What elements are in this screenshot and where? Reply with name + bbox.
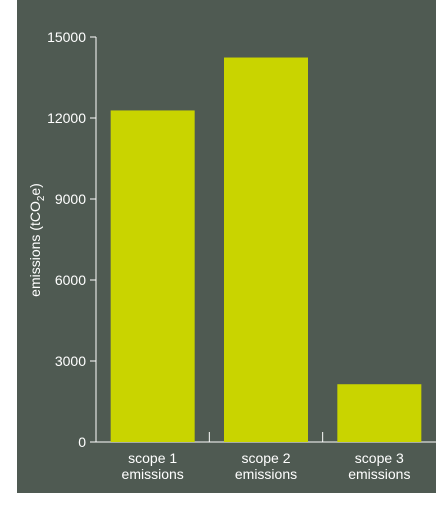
y-axis-title: emissions (tCO2e)	[27, 183, 47, 297]
y-tick-label: 12000	[47, 110, 86, 126]
x-tick-label: emissions	[235, 466, 297, 482]
y-tick-label: 6000	[55, 272, 86, 288]
bars	[110, 57, 422, 443]
x-tick-label: scope 2	[241, 450, 290, 466]
y-axis-title-subscript: 2	[36, 195, 47, 201]
bar-3	[337, 384, 422, 442]
x-tick-label: scope 3	[355, 450, 404, 466]
y-axis-title-suffix: e)	[27, 183, 43, 195]
x-tick-label: emissions	[122, 466, 184, 482]
chart-panel: 0 3000 6000 9000 12000 15000 scope 1 emissions s…	[17, 0, 436, 493]
bar-1	[110, 110, 195, 442]
y-tick-label: 9000	[55, 191, 86, 207]
y-axis-title-main: emissions (tCO	[27, 201, 43, 297]
x-tick-label: scope 1	[128, 450, 177, 466]
y-tick-label: 15000	[47, 29, 86, 45]
y-axis-title-text: emissions (tCO2e)	[27, 183, 47, 297]
y-tick-label: 0	[78, 434, 86, 450]
bar-2	[224, 57, 308, 443]
x-tick-label: emissions	[348, 466, 410, 482]
y-tick-label: 3000	[55, 353, 86, 369]
